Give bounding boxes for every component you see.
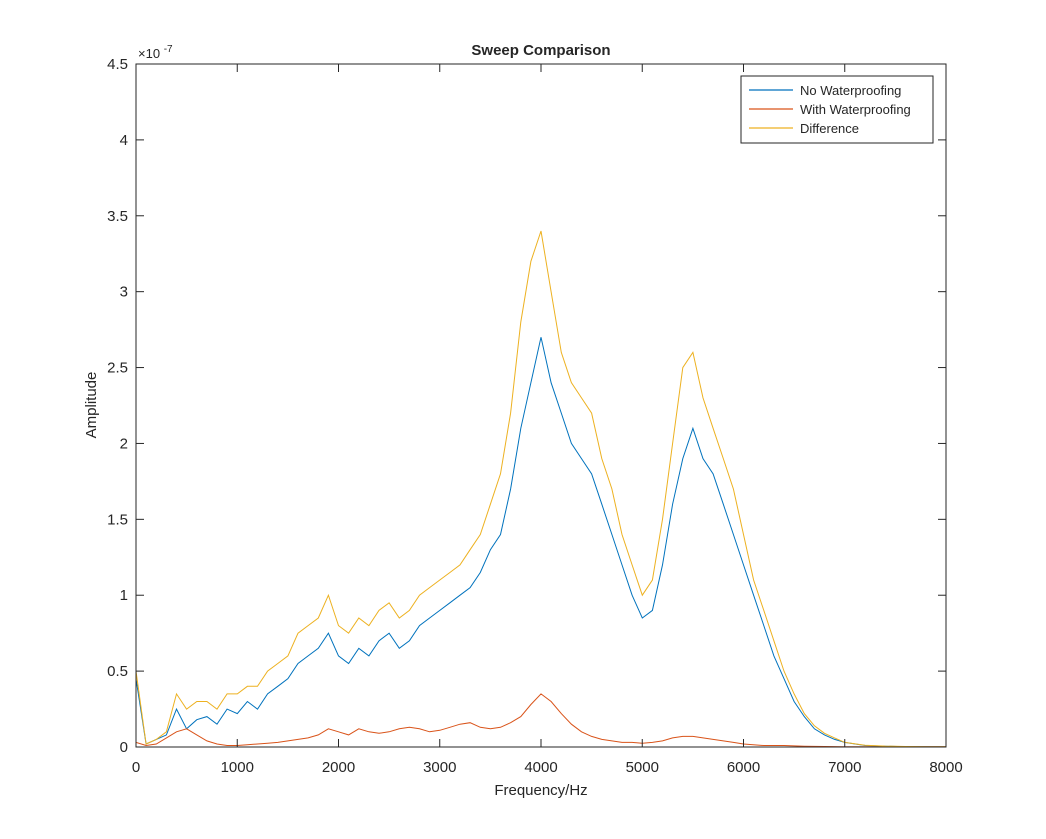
legend-label: Difference — [800, 121, 859, 136]
x-tick-label: 4000 — [524, 759, 557, 776]
x-tick-label: 6000 — [727, 759, 760, 776]
y-tick-label: 0 — [120, 739, 128, 756]
legend-label: No Waterproofing — [800, 83, 901, 98]
y-tick-label: 3.5 — [107, 208, 128, 225]
x-tick-label: 8000 — [929, 759, 962, 776]
y-tick-label: 2.5 — [107, 360, 128, 377]
axes-layer: 0 1000 2000 3000 4000 5000 6000 7000 8000 0 0.5 1 1.… — [107, 56, 963, 776]
x-tick-label: 5000 — [626, 759, 659, 776]
chart-title: Sweep Comparison — [471, 42, 610, 59]
y-tick-label: 0.5 — [107, 663, 128, 680]
x-axis-label: Frequency/Hz — [494, 782, 587, 799]
x-tick-label: 3000 — [423, 759, 456, 776]
y-tick-label: 1 — [120, 587, 128, 604]
series-line-1 — [135, 337, 946, 748]
x-tick-label: 2000 — [322, 759, 355, 776]
y-axis-exponent: ×10 -7 — [138, 44, 173, 61]
x-tick-label: 1000 — [221, 759, 254, 776]
y-axis-exponent-base: ×10 — [138, 46, 160, 61]
series-line-2 — [135, 693, 946, 748]
legend-label: With Waterproofing — [800, 102, 911, 117]
y-tick-label: 4 — [120, 132, 128, 149]
series-layer — [135, 230, 946, 748]
y-tick-label: 1.5 — [107, 511, 128, 528]
legend: No Waterproofing With Waterproofing Differ… — [740, 75, 934, 144]
y-tick-label: 3 — [120, 284, 128, 301]
series-line-3 — [135, 230, 946, 748]
x-tick-label: 0 — [132, 759, 140, 776]
y-axis-label: Amplitude — [83, 372, 100, 439]
x-tick-label: 7000 — [828, 759, 861, 776]
y-tick-label: 2 — [120, 435, 128, 452]
y-axis-exponent-power: -7 — [164, 44, 173, 55]
y-tick-label: 4.5 — [107, 56, 128, 73]
